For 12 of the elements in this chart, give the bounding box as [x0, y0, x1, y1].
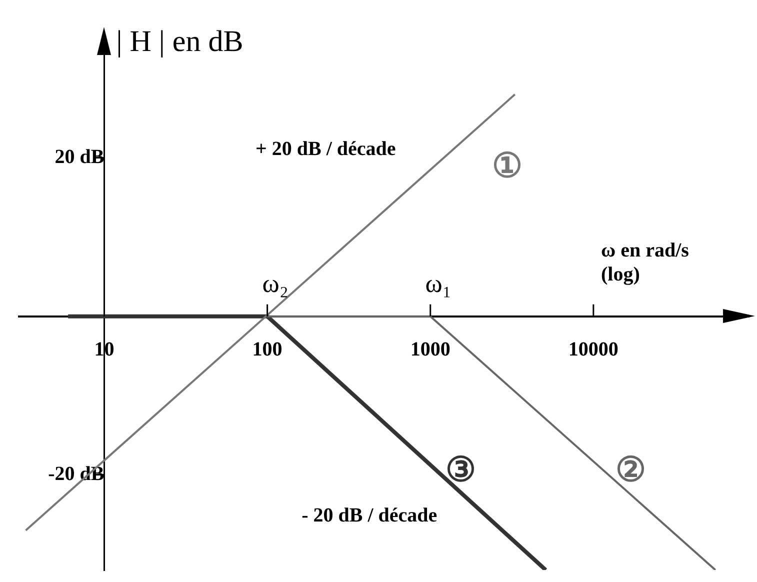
annotation: + 20 dB / décade [255, 138, 396, 160]
series-label: ① [492, 148, 522, 186]
y-axis-title: | H | en dB [116, 24, 244, 58]
x-tick-label: 10000 [568, 338, 618, 361]
x-tick-label: 100 [252, 338, 282, 361]
annotation: ω₁ [425, 269, 452, 298]
series-label: ② [615, 452, 646, 489]
annotation: ω₂ [262, 269, 288, 298]
x-tick-label: 1000 [410, 338, 450, 361]
x-axis-title: ω en rad/s (log) [601, 239, 690, 286]
series-label: ③ [446, 452, 476, 489]
annotation: - 20 dB / décade [302, 504, 438, 526]
